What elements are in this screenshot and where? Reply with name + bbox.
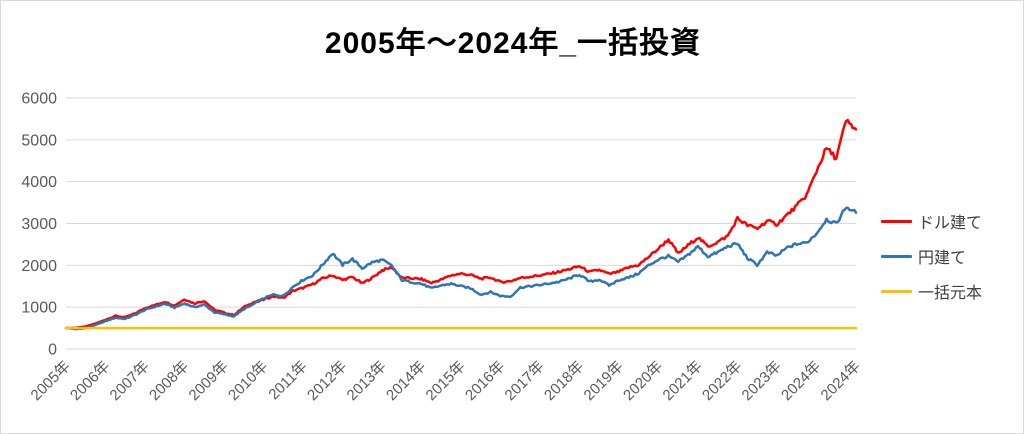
x-tick-label: 2022年 [699, 358, 745, 404]
y-tick-label: 2000 [21, 258, 57, 275]
legend-label-usd: ドル建て [918, 215, 983, 232]
legend-item-yen: 円建て [881, 246, 982, 267]
x-tick-label: 2018年 [541, 358, 587, 404]
x-tick-label: 2010年 [225, 358, 271, 404]
y-tick-label: 1000 [21, 300, 57, 317]
x-tick-label: 2011年 [265, 358, 310, 403]
legend-item-usd: ドル建て [881, 211, 983, 232]
series-line-1 [64, 206, 858, 331]
legend-swatch-principal-icon [881, 289, 912, 293]
x-tick-label: 2023年 [739, 358, 785, 404]
legend-item-principal: 一括元本 [881, 281, 983, 302]
chart-title: 2005年～2024年_一括投資 [324, 27, 702, 60]
x-tick-label: 2020年 [620, 358, 666, 404]
x-tick-label: 2009年 [186, 358, 232, 404]
x-tick-label: 2015年 [423, 358, 469, 404]
series-line-0 [64, 118, 858, 330]
x-tick-label: 2017年 [502, 358, 548, 404]
y-tick-label: 3000 [21, 216, 57, 233]
y-tick-label: 6000 [21, 91, 57, 108]
y-tick-label: 0 [48, 342, 57, 359]
series-lines [64, 118, 858, 331]
x-tick-label: 2012年 [304, 358, 350, 404]
x-tick-label: 2007年 [107, 358, 153, 404]
x-tick-label: 2008年 [146, 358, 192, 404]
y-axis-labels: 0 1000 2000 3000 4000 5000 6000 [21, 91, 57, 359]
legend-swatch-usd-icon [881, 219, 912, 223]
y-tick-label: 5000 [21, 132, 57, 149]
x-tick-label: 2019年 [581, 358, 627, 404]
x-tick-label: 2005年 [28, 358, 74, 404]
legend: ドル建て 円建て 一括元本 [881, 211, 983, 302]
x-tick-label: 2021年 [660, 358, 706, 404]
x-tick-label: 2014年 [383, 358, 429, 404]
legend-swatch-yen-icon [881, 254, 912, 258]
x-tick-label: 2006年 [67, 358, 113, 404]
y-tick-label: 4000 [21, 174, 57, 191]
x-axis-labels: 2005年2006年2007年2008年2009年2010年2011年2012年… [28, 358, 864, 404]
x-tick-label: 2016年 [462, 358, 508, 404]
legend-label-yen: 円建て [918, 250, 967, 267]
gridlines [66, 97, 856, 350]
x-tick-label: 2024年 [818, 358, 864, 404]
x-tick-label: 2024年 [778, 358, 824, 404]
legend-label-principal: 一括元本 [918, 285, 983, 302]
x-tick-label: 2013年 [344, 358, 390, 404]
